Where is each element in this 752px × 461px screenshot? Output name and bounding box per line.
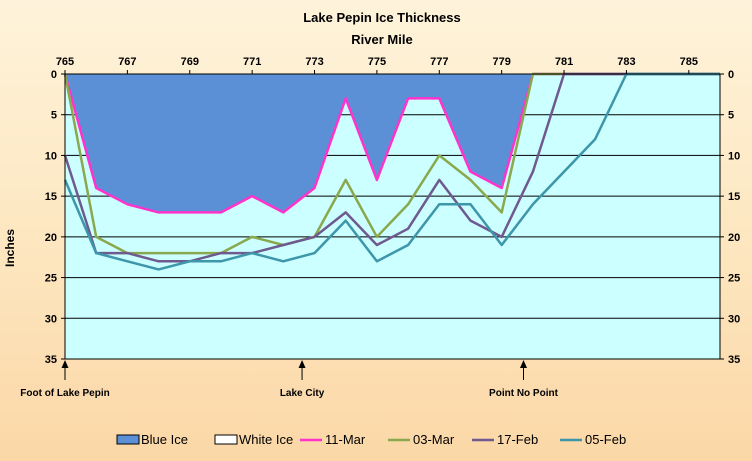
y-tick-label-left: 35 bbox=[45, 354, 57, 366]
x-axis-title: River Mile bbox=[351, 32, 412, 47]
legend-swatch bbox=[214, 434, 238, 445]
y-tick-label-left: 20 bbox=[45, 232, 57, 244]
legend-label: 05-Feb bbox=[585, 432, 626, 447]
x-tick-label: 773 bbox=[305, 56, 323, 68]
y-tick-label-right: 5 bbox=[728, 110, 734, 122]
y-tick-label-right: 30 bbox=[728, 313, 740, 325]
legend-label: 03-Mar bbox=[413, 432, 455, 447]
y-tick-label-right: 15 bbox=[728, 191, 740, 203]
chart-title: Lake Pepin Ice Thickness bbox=[303, 10, 461, 25]
annotation-arrowhead bbox=[520, 360, 527, 368]
x-tick-label: 785 bbox=[680, 56, 698, 68]
legend-label: 17-Feb bbox=[497, 432, 538, 447]
x-tick-label: 765 bbox=[56, 56, 74, 68]
x-tick-label: 775 bbox=[368, 56, 386, 68]
annotation-label: Foot of Lake Pepin bbox=[20, 388, 109, 399]
y-tick-label-right: 0 bbox=[728, 69, 734, 81]
y-tick-label-right: 25 bbox=[728, 273, 740, 285]
x-tick-label: 783 bbox=[617, 56, 635, 68]
y-axis-title: Inches bbox=[3, 229, 17, 267]
y-tick-label-left: 0 bbox=[51, 69, 57, 81]
legend-swatch bbox=[116, 434, 140, 445]
y-tick-label-left: 5 bbox=[51, 110, 57, 122]
annotation-arrowhead bbox=[61, 360, 69, 368]
series-line-05-feb bbox=[63, 72, 720, 271]
y-tick-label-right: 35 bbox=[728, 354, 740, 366]
legend-label: White Ice bbox=[239, 432, 293, 447]
annotation-label: Lake City bbox=[280, 388, 325, 399]
x-tick-label: 771 bbox=[243, 56, 261, 68]
x-tick-label: 767 bbox=[118, 56, 136, 68]
annotation-arrowhead bbox=[298, 360, 306, 368]
y-tick-label-left: 10 bbox=[45, 150, 57, 162]
x-tick-label: 781 bbox=[555, 56, 573, 68]
x-tick-label: 779 bbox=[492, 56, 510, 68]
legend-label: Blue Ice bbox=[141, 432, 188, 447]
y-tick-label-left: 25 bbox=[45, 273, 57, 285]
x-tick-label: 769 bbox=[181, 56, 199, 68]
y-tick-label-left: 15 bbox=[45, 191, 57, 203]
y-tick-label-right: 20 bbox=[728, 232, 740, 244]
annotation-label: Point No Point bbox=[489, 388, 559, 399]
y-tick-label-right: 10 bbox=[728, 150, 740, 162]
area-blue-ice bbox=[65, 74, 533, 213]
x-tick-label: 777 bbox=[430, 56, 448, 68]
legend-label: 11-Mar bbox=[325, 432, 366, 447]
y-tick-label-left: 30 bbox=[45, 313, 57, 325]
